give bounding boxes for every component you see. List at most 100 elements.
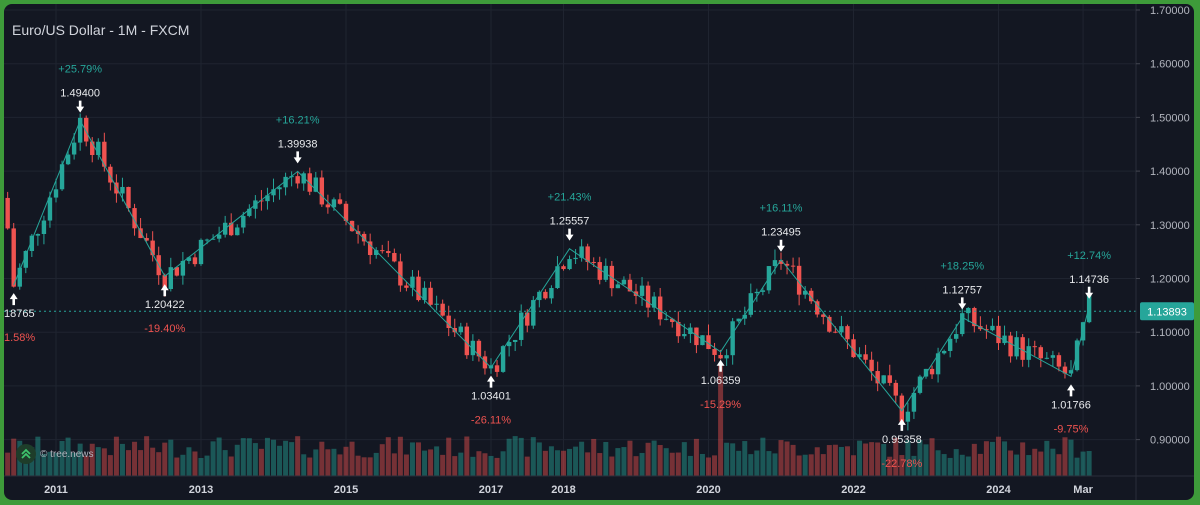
candle-body xyxy=(265,195,270,202)
volume-bar xyxy=(838,446,844,476)
volume-bar xyxy=(627,440,633,476)
volume-bar xyxy=(367,457,373,476)
candle-body xyxy=(839,326,844,333)
candle-body xyxy=(694,327,699,346)
candle-body xyxy=(736,318,741,322)
candle-body xyxy=(120,186,125,194)
volume-bar xyxy=(494,457,500,476)
volume-bar xyxy=(706,457,711,476)
volume-bar xyxy=(470,456,476,476)
candle-body xyxy=(555,266,560,289)
volume-bar xyxy=(23,452,29,476)
candle-body xyxy=(845,326,850,340)
volume-bar xyxy=(506,438,512,476)
candle-body xyxy=(59,164,65,190)
volume-bar xyxy=(1020,442,1026,476)
down-arrow-icon xyxy=(777,239,785,252)
y-tick-label: 1.10000 xyxy=(1150,327,1190,339)
volume-bar xyxy=(530,437,536,476)
volume-bar xyxy=(1050,448,1056,476)
volume-bar xyxy=(1038,451,1044,476)
candle-body xyxy=(325,204,331,208)
candle-body xyxy=(857,354,862,358)
chart-canvas[interactable]: 18765 1.58% 1.49400 +25.79% 1.20422 -19.40% 1.… xyxy=(4,4,1194,500)
candle-body xyxy=(512,339,518,342)
candle-body xyxy=(645,285,651,308)
candle-body xyxy=(591,261,596,263)
candle-body xyxy=(11,228,16,287)
volume-bar xyxy=(977,453,983,476)
candle-body xyxy=(259,200,264,202)
volume-bar xyxy=(458,452,464,476)
candle-body xyxy=(17,267,22,287)
candle-body xyxy=(271,189,276,196)
down-arrow-icon xyxy=(958,297,967,310)
y-tick-label: 1.20000 xyxy=(1150,274,1190,286)
x-tick-label: 2011 xyxy=(44,484,68,496)
candle-body xyxy=(404,285,409,288)
candle-body xyxy=(458,326,463,333)
y-axis: 1.70000 1.60000 1.50000 1.40000 1.30000 1.200… xyxy=(1135,4,1194,500)
volume-bar xyxy=(869,442,875,476)
candle-body xyxy=(676,321,681,337)
y-tick-label: 1.30000 xyxy=(1150,220,1190,232)
candle-body xyxy=(295,176,300,184)
candle-body xyxy=(996,325,1001,344)
candle-body xyxy=(899,395,905,422)
volume-bar xyxy=(881,443,887,476)
volume-bar xyxy=(905,440,911,476)
volume-bar xyxy=(210,441,216,476)
pivot-price-label: 1.14736 xyxy=(1069,274,1109,286)
volume-bar xyxy=(228,456,234,476)
volume-bar xyxy=(180,454,186,476)
pivot-change-label: +16.21% xyxy=(276,114,320,126)
volume-bar xyxy=(675,452,681,476)
candle-body xyxy=(422,287,427,301)
candle-body xyxy=(893,382,898,396)
volume-bar xyxy=(65,437,71,476)
volume-bar xyxy=(307,457,313,476)
up-arrow-icon xyxy=(1067,384,1075,397)
pivot-change-label: -9.75% xyxy=(1054,423,1089,435)
candle-body xyxy=(1020,337,1025,360)
volume-bar xyxy=(71,452,77,476)
volume-bar xyxy=(440,454,446,476)
pivot-price-label: 1.12757 xyxy=(942,284,982,296)
x-tick-label: 2020 xyxy=(696,484,720,496)
volume-bar xyxy=(47,451,53,476)
volume-bar xyxy=(35,436,41,476)
volume-bar xyxy=(736,450,742,476)
volume-bar xyxy=(651,440,657,476)
candle-body xyxy=(29,235,35,251)
pivot-price-label: 1.01766 xyxy=(1051,399,1091,411)
candle-body xyxy=(573,257,578,260)
y-tick-label: 1.70000 xyxy=(1150,5,1190,17)
candle-body xyxy=(639,285,645,296)
volume-bar xyxy=(204,455,210,476)
x-tick-label: 2024 xyxy=(986,484,1011,496)
candle-body xyxy=(730,321,735,356)
volume-bar xyxy=(573,446,579,476)
volume-bar xyxy=(162,442,168,476)
candle-body xyxy=(1056,355,1062,367)
candle-body xyxy=(35,234,41,236)
candle-body xyxy=(494,365,500,372)
candle-body xyxy=(543,291,548,299)
volume-bar xyxy=(663,448,669,476)
pivot-change-label: -15.29% xyxy=(700,399,741,411)
volume-bar xyxy=(488,455,494,476)
volume-bar xyxy=(216,437,222,476)
candle-body xyxy=(881,375,886,384)
candle-body xyxy=(229,222,234,236)
candle-body xyxy=(748,293,753,315)
candle-body xyxy=(144,238,149,241)
volume-bar xyxy=(554,450,560,476)
volume-bar xyxy=(144,436,150,476)
candle-body xyxy=(790,265,796,267)
volume-bar xyxy=(784,441,790,476)
candle-body xyxy=(1074,340,1080,371)
current-price-tag xyxy=(1140,302,1194,321)
volume-bar xyxy=(428,449,434,476)
candle-body xyxy=(367,241,373,256)
volume-bar xyxy=(379,444,385,476)
